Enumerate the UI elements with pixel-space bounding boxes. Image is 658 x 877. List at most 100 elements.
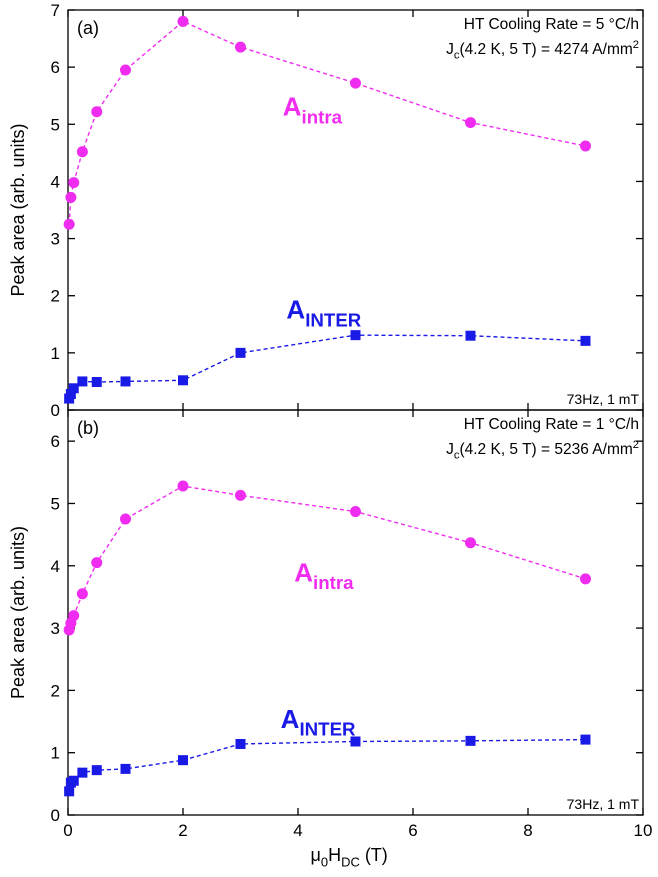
x-tick-label: 4 xyxy=(293,821,302,840)
marker xyxy=(235,347,246,358)
y-tick-label: 1 xyxy=(51,344,60,363)
annotation-part: J xyxy=(446,441,454,458)
marker xyxy=(120,376,131,387)
y-axis-label: Peak area (arb. units) xyxy=(8,526,28,699)
marker xyxy=(580,140,591,152)
x-axis-label-part: 0 xyxy=(321,854,328,869)
series-line xyxy=(68,738,586,792)
y-axis-label: Peak area (arb. units) xyxy=(8,123,28,296)
y-tick-label: 0 xyxy=(51,806,60,825)
marker xyxy=(177,480,189,492)
marker xyxy=(77,376,88,387)
series-label: AINTER xyxy=(286,295,361,331)
footnote: 73Hz, 1 mT xyxy=(567,391,640,407)
marker xyxy=(178,375,188,386)
x-axis-label-part: (T) xyxy=(360,845,388,865)
y-tick-label: 2 xyxy=(51,287,60,306)
marker xyxy=(465,330,476,341)
annotation-part: 2 xyxy=(633,39,639,51)
annotation-part: HT Cooling Rate = 5 °C/h xyxy=(464,16,639,33)
marker xyxy=(177,15,189,27)
y-tick-label: 5 xyxy=(51,115,60,134)
marker xyxy=(120,763,131,774)
marker xyxy=(68,177,80,189)
marker xyxy=(91,557,103,569)
marker xyxy=(235,738,246,749)
plot-frame xyxy=(67,9,644,411)
y-tick-label: 6 xyxy=(51,432,60,451)
x-tick-label: 8 xyxy=(523,821,532,840)
x-tick-label: 0 xyxy=(63,821,72,840)
panel-label: (b) xyxy=(77,418,99,438)
marker xyxy=(68,775,79,786)
y-tick-label: 3 xyxy=(51,230,60,249)
marker xyxy=(68,610,80,622)
series-label: Aintra xyxy=(283,92,343,128)
y-tick-label: 6 xyxy=(51,58,60,77)
annotation: HT Cooling Rate = 1 °C/h xyxy=(464,416,639,433)
y-tick-label: 5 xyxy=(51,494,60,513)
marker xyxy=(77,767,88,778)
annotation-part: c xyxy=(454,50,460,62)
series-label-part: INTER xyxy=(299,719,356,740)
y-tick-label: 4 xyxy=(51,172,60,191)
marker xyxy=(350,330,361,341)
series-line xyxy=(68,485,586,631)
marker xyxy=(91,106,103,118)
series-label-part: intra xyxy=(313,572,354,593)
series-label-part: A xyxy=(283,92,302,122)
y-tick-label: 0 xyxy=(51,401,60,420)
annotation-part: HT Cooling Rate = 1 °C/h xyxy=(464,416,639,433)
plot-frame xyxy=(67,409,644,816)
marker xyxy=(76,588,88,600)
marker xyxy=(65,389,76,399)
marker xyxy=(120,513,131,525)
footnote: 73Hz, 1 mT xyxy=(567,796,640,812)
annotation: Jc(4.2 K, 5 T) = 5236 A/mm2 xyxy=(446,439,639,462)
y-tick-label: 3 xyxy=(51,619,60,638)
annotation: HT Cooling Rate = 5 °C/h xyxy=(464,16,639,33)
marker xyxy=(350,736,361,747)
marker xyxy=(235,41,246,53)
series-line xyxy=(68,334,586,399)
x-axis-label: μ0HDC (T) xyxy=(311,845,388,869)
series-label-part: A xyxy=(294,557,313,587)
annotation: Jc(4.2 K, 5 T) = 4274 A/mm2 xyxy=(446,39,639,62)
marker xyxy=(91,765,102,776)
y-tick-label: 1 xyxy=(51,744,60,763)
series-label-part: INTER xyxy=(305,309,362,330)
marker xyxy=(580,573,591,585)
marker xyxy=(91,377,102,387)
x-axis-label-part: μ xyxy=(311,845,321,865)
marker xyxy=(350,77,361,89)
marker xyxy=(580,335,591,346)
marker xyxy=(465,537,476,549)
y-tick-label: 2 xyxy=(51,681,60,700)
marker xyxy=(465,735,476,746)
marker xyxy=(76,146,88,158)
y-tick-label: 4 xyxy=(51,557,60,576)
marker xyxy=(178,755,188,766)
marker xyxy=(64,786,75,797)
marker xyxy=(63,218,75,230)
panel-label: (a) xyxy=(77,18,99,38)
series-label-part: intra xyxy=(302,107,343,128)
y-tick-label: 7 xyxy=(51,1,60,20)
marker xyxy=(65,191,77,203)
series-label: AINTER xyxy=(281,704,356,740)
marker xyxy=(465,117,476,129)
series-label-part: A xyxy=(286,295,305,325)
x-tick-label: 6 xyxy=(408,821,417,840)
marker xyxy=(350,506,361,518)
x-axis-label-part: H xyxy=(328,845,341,865)
annotation-part: (4.2 K, 5 T) = 4274 A/mm xyxy=(459,41,632,58)
annotation-part: J xyxy=(446,41,454,58)
series-label: Aintra xyxy=(294,557,354,593)
annotation-part: c xyxy=(454,450,460,462)
x-tick-label: 2 xyxy=(178,821,187,840)
marker xyxy=(120,64,131,76)
marker xyxy=(235,489,246,501)
marker xyxy=(580,734,591,745)
annotation-part: (4.2 K, 5 T) = 5236 A/mm xyxy=(459,441,632,458)
